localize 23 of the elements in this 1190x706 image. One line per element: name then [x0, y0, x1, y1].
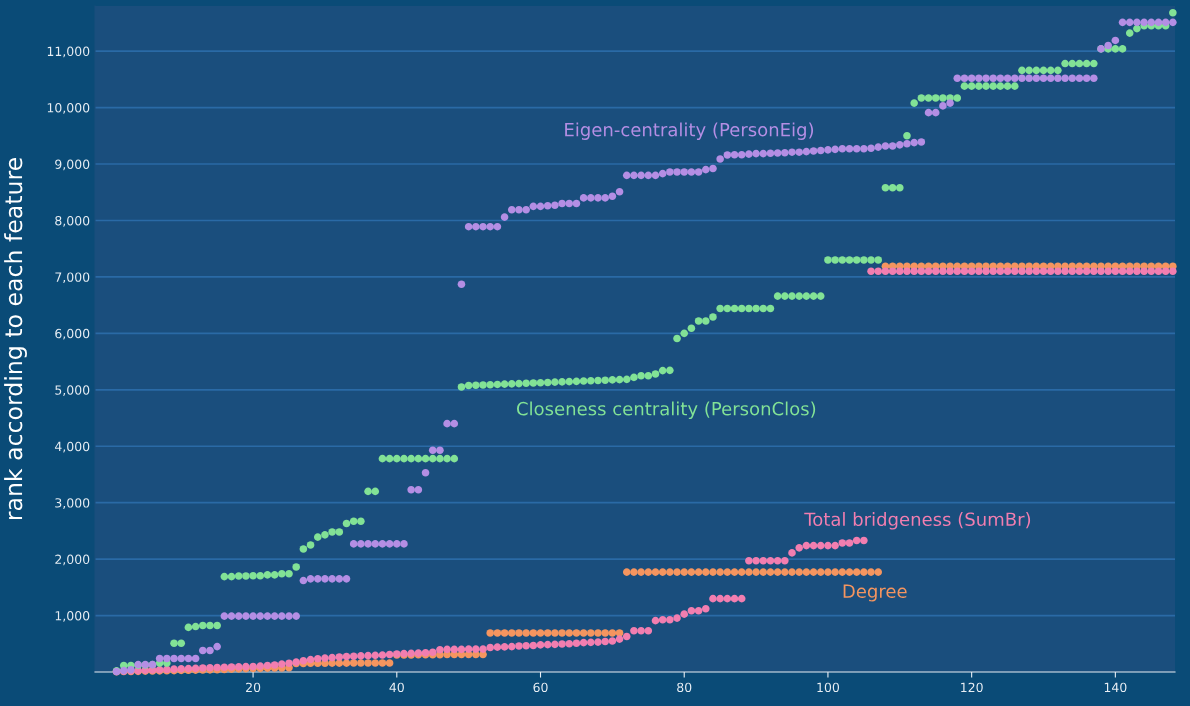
- y-tick-label: 10,000: [47, 103, 90, 114]
- y-tick-label: 11,000: [47, 46, 90, 58]
- x-tick-label: 80: [677, 682, 692, 693]
- y-tick-label: 6,000: [55, 328, 90, 340]
- y-tick-label: 3,000: [55, 498, 90, 509]
- y-tick-label: 2,000: [55, 554, 90, 566]
- x-tick-label: 140: [1104, 682, 1127, 693]
- y-tick-label: 7,000: [55, 272, 90, 284]
- y-tick-label: 8,000: [55, 215, 90, 227]
- x-tick-label: 100: [817, 682, 840, 693]
- x-tick-label: 20: [246, 682, 261, 693]
- x-tick-label: 60: [533, 682, 548, 693]
- series-label: Eigen-centrality (PersonEig): [565, 122, 814, 140]
- y-tick-label: 5,000: [55, 385, 90, 396]
- x-tick-label: 120: [961, 682, 983, 693]
- y-tick-label: 1,000: [55, 611, 90, 622]
- x-tick-label: 40: [389, 682, 404, 693]
- series-label: Closeness centrality (PersonClos): [516, 401, 816, 419]
- series-label: Total bridgeness (SumBr): [804, 512, 1031, 530]
- series-label: Degree: [843, 584, 907, 602]
- y-tick-label: 9,000: [55, 159, 90, 171]
- y-tick-label: 4,000: [54, 441, 90, 453]
- y-axis-title: rank according to each feature: [4, 158, 27, 520]
